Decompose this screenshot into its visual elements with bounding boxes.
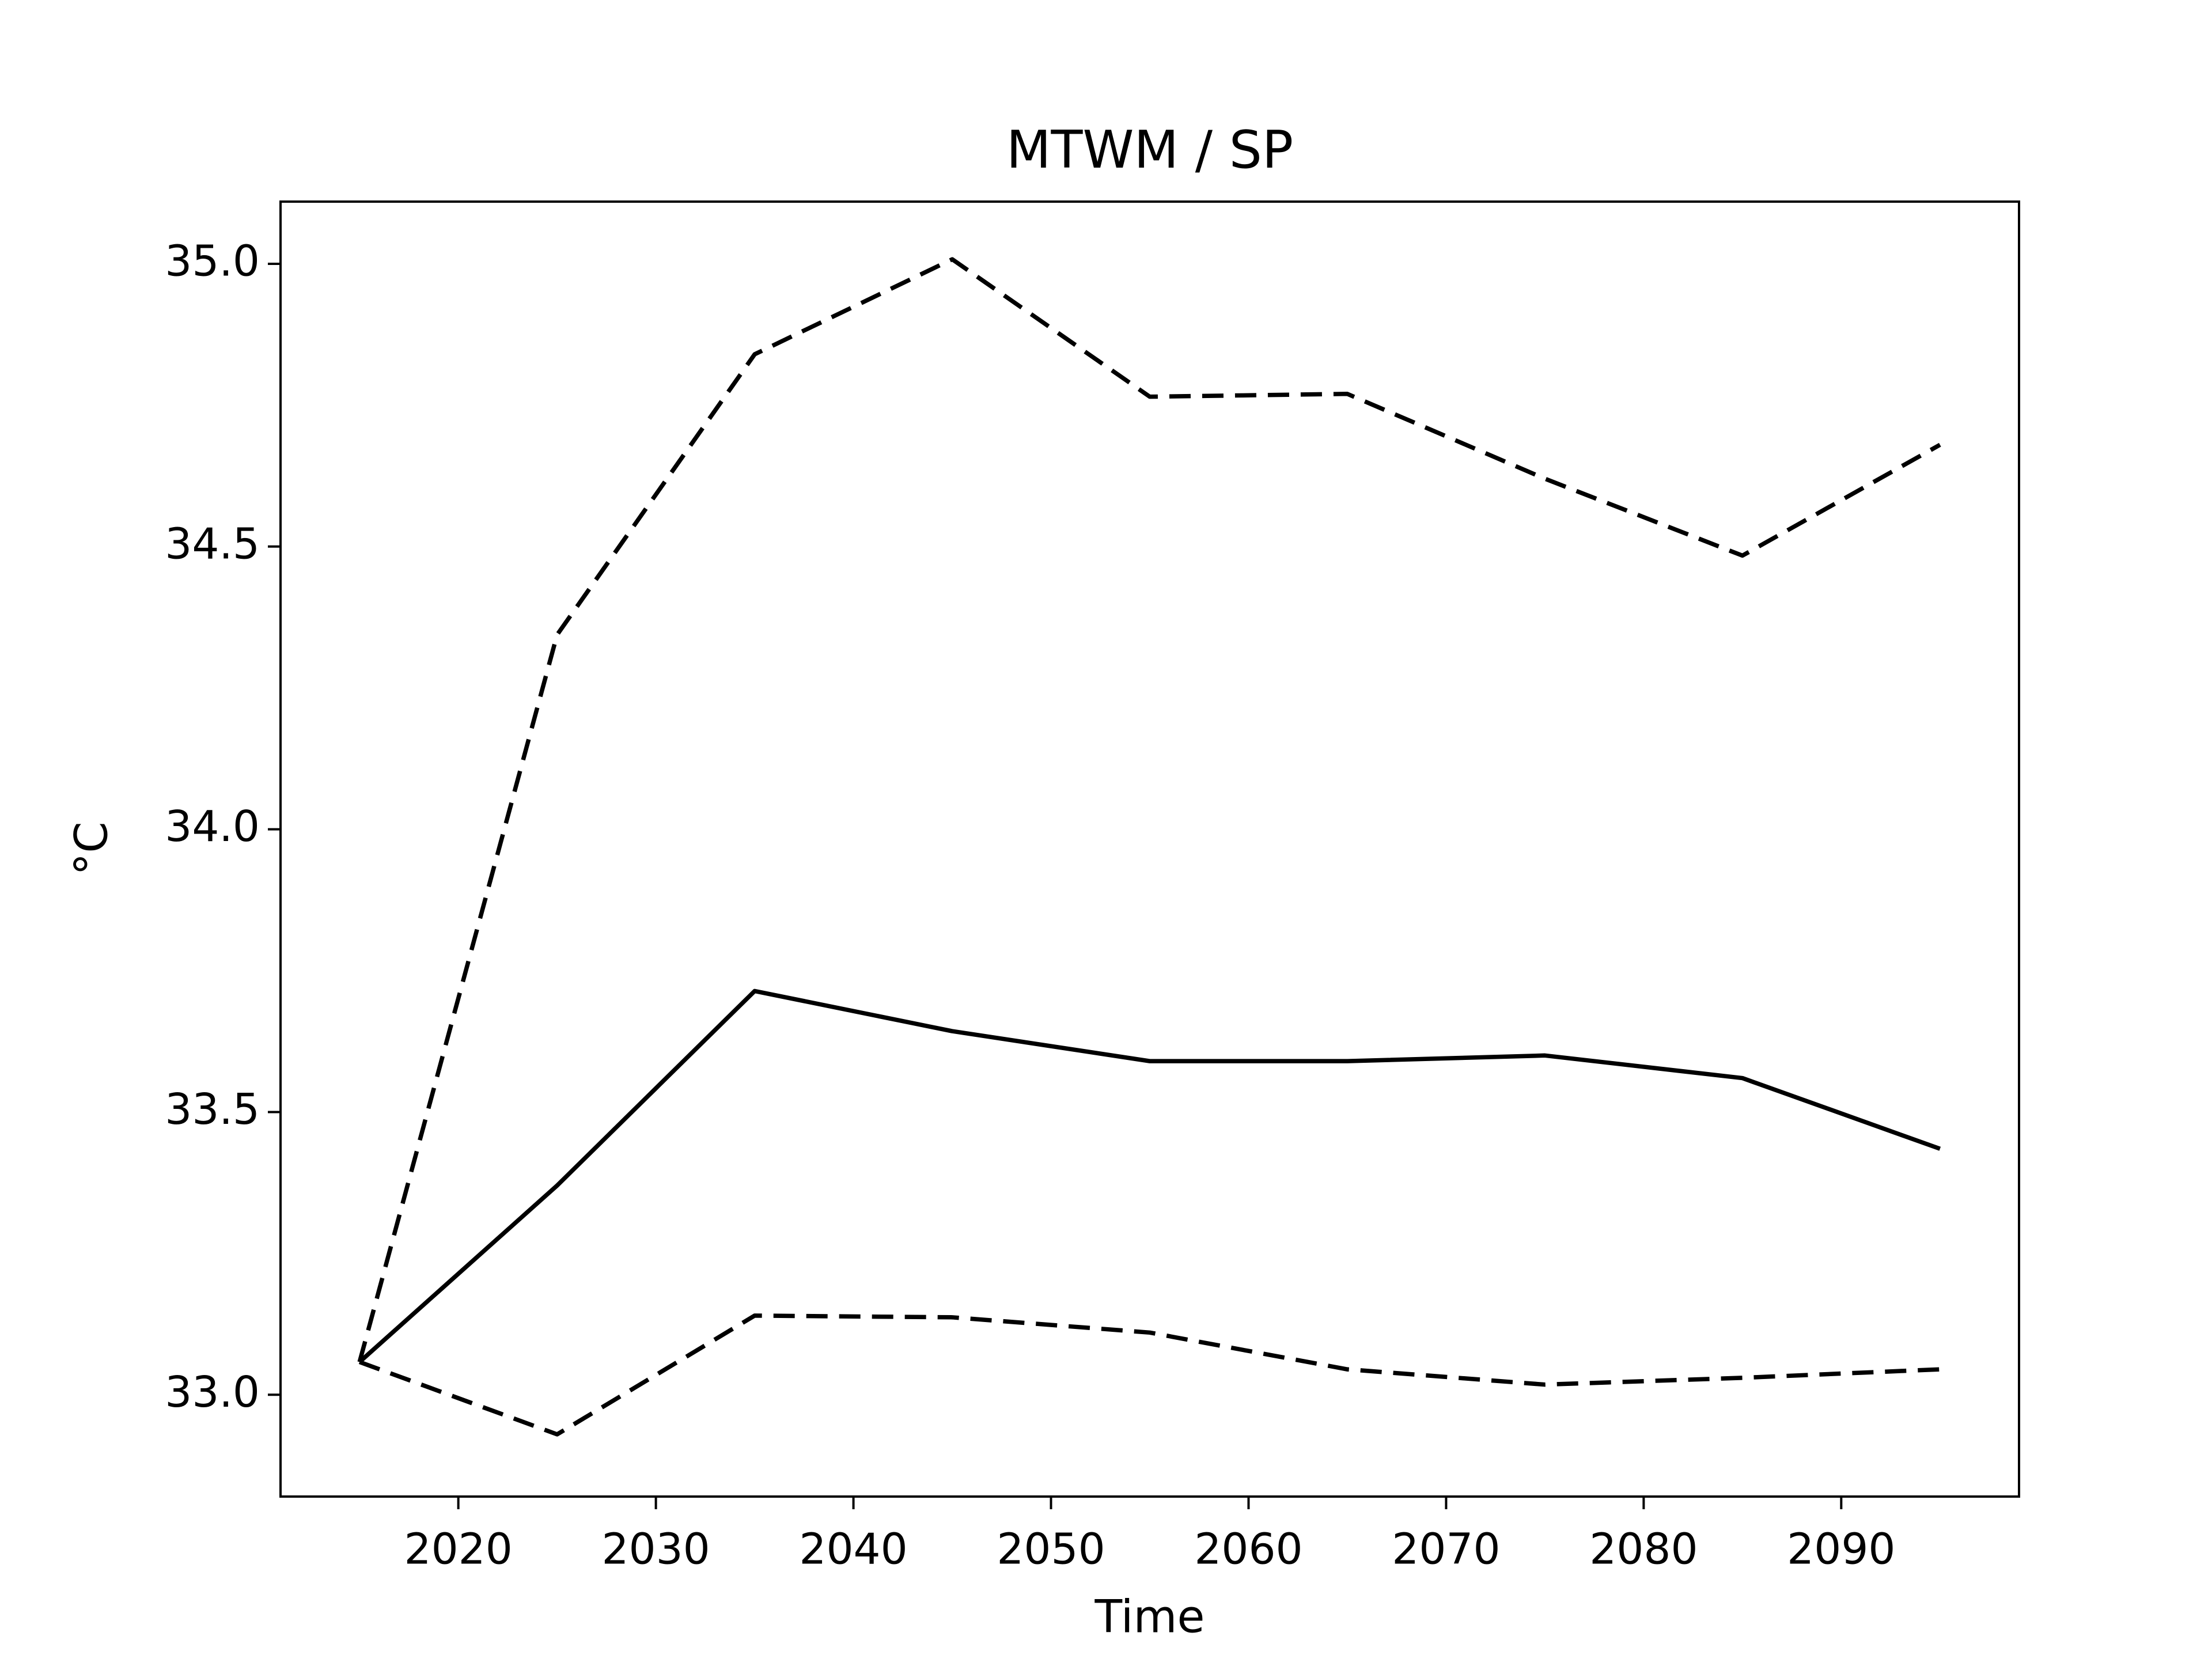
chart-title: MTWM / SP bbox=[1006, 120, 1293, 180]
x-tick-label: 2080 bbox=[1589, 1525, 1698, 1574]
plot-frame bbox=[279, 200, 2020, 1498]
y-tick-label: 34.0 bbox=[165, 802, 260, 851]
y-tick-label: 34.5 bbox=[165, 519, 260, 569]
x-tick-label: 2020 bbox=[404, 1525, 512, 1574]
x-tick-label: 2060 bbox=[1194, 1525, 1302, 1574]
line-series bbox=[358, 1313, 1940, 1437]
line-series bbox=[358, 988, 1941, 1364]
x-axis-label: Time bbox=[1094, 1591, 1205, 1643]
y-tick-label: 35.0 bbox=[165, 236, 260, 286]
line-series bbox=[357, 257, 1941, 1363]
x-tick-label: 2070 bbox=[1392, 1525, 1500, 1574]
x-tick-label: 2040 bbox=[799, 1525, 907, 1574]
x-tick-label: 2090 bbox=[1787, 1525, 1895, 1574]
y-tick-label: 33.5 bbox=[165, 1085, 260, 1134]
y-tick-label: 33.0 bbox=[165, 1368, 260, 1417]
y-axis-label: °C bbox=[66, 821, 118, 875]
x-tick-label: 2030 bbox=[601, 1525, 710, 1574]
x-tick-label: 2050 bbox=[997, 1525, 1105, 1574]
